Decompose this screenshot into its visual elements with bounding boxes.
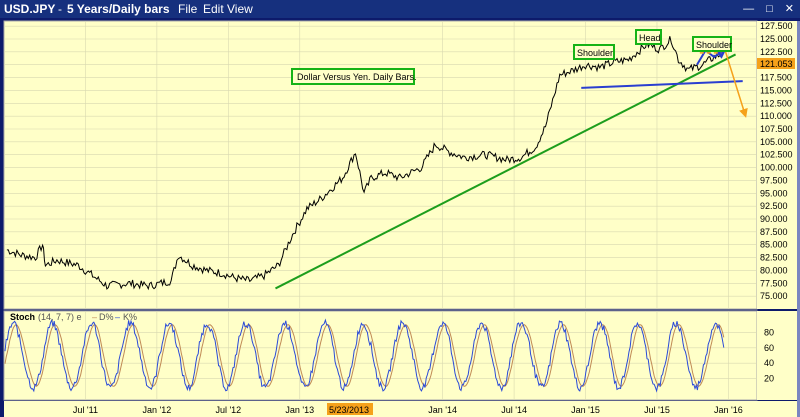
stoch-k-dash: – (115, 312, 120, 322)
time-tick-label: Jul '12 (215, 405, 241, 415)
price-tick-label: 87.500 (760, 227, 788, 237)
time-tick-label: Jan '13 (285, 405, 314, 415)
time-tick-label: Jul '15 (644, 405, 670, 415)
stoch-d-dash: – (92, 312, 97, 322)
price-tick-label: 110.000 (760, 111, 792, 121)
stoch-level-label: 60 (764, 343, 774, 353)
time-tick-labels: Jul '11 Jan '12 Jul '12 Jan '13 Jan '14 Jul '… (73, 405, 743, 415)
last-price-marker: 121.053 (757, 58, 795, 69)
close-icon[interactable]: ✕ (784, 3, 794, 15)
price-tick-label: 112.500 (760, 98, 792, 108)
price-line (6, 36, 722, 291)
price-tick-label: 80.000 (760, 265, 788, 275)
price-panel (3, 20, 758, 310)
stoch-panel (3, 310, 758, 401)
time-tick-label: Jan '15 (571, 405, 600, 415)
price-tick-label: 100.000 (760, 163, 793, 173)
stoch-level-label: 80 (764, 327, 774, 337)
caption-box: Dollar Versus Yen. Daily Bars. (291, 68, 417, 85)
left-shoulder-label: Shoulder (577, 48, 613, 58)
maximize-icon[interactable]: □ (766, 3, 773, 15)
highlight-date-marker: 5/23/2013 (327, 403, 373, 415)
stoch-level-label: 20 (764, 374, 774, 384)
stoch-level-label: 40 (764, 358, 774, 368)
price-grid (4, 25, 757, 297)
price-tick-label: 75.000 (760, 291, 788, 301)
head-box: Head (635, 29, 662, 45)
price-tick-label: 102.500 (760, 150, 793, 160)
period-title: 5 Years/Daily bars (67, 2, 170, 16)
time-tick-label: Jul '11 (73, 405, 98, 415)
price-tick-label: 97.500 (760, 175, 788, 185)
price-tick-label: 82.500 (760, 253, 788, 263)
stoch-lines (4, 318, 725, 393)
menu-edit[interactable]: Edit (203, 2, 224, 16)
price-tick-label: 85.000 (760, 240, 788, 250)
price-tick-label: 95.000 (760, 188, 788, 198)
time-tick-label: Jan '14 (428, 405, 457, 415)
menu-file[interactable]: File (178, 2, 198, 16)
last-price-value: 121.053 (760, 59, 793, 69)
price-tick-label: 115.000 (760, 85, 792, 95)
time-tick-label: Jul '14 (501, 405, 527, 415)
title-bar: USD.JPY - 5 Years/Daily bars File Edit V… (0, 0, 800, 18)
price-tick-label: 92.500 (760, 201, 788, 211)
price-tick-label: 105.000 (760, 137, 793, 147)
time-tick-label: Jan '16 (714, 405, 743, 415)
time-tick-label: Jan '12 (143, 405, 172, 415)
target-projection-arrow (724, 51, 748, 118)
stoch-d-label: D% (99, 312, 114, 322)
support-trendline (275, 53, 737, 290)
price-tick-label: 125.000 (760, 34, 793, 44)
price-series (6, 36, 722, 291)
stoch-legend: Stoch (14, 7, 7) e – D% – K% (10, 312, 137, 322)
price-tick-label: 90.000 (760, 214, 788, 224)
price-tick-label: 117.500 (760, 73, 792, 83)
price-tick-label: 127.500 (760, 21, 793, 31)
head-label: Head (639, 33, 661, 43)
price-tick-label: 107.500 (760, 124, 793, 134)
left-shoulder-box: Shoulder (573, 44, 615, 60)
right-shoulder-box: Shoulder (692, 36, 732, 52)
right-shoulder-path (696, 46, 728, 66)
stoch-level-labels: 20 40 60 80 (764, 327, 774, 383)
menu-view[interactable]: View (227, 2, 253, 16)
stoch-k-line (4, 318, 725, 393)
stoch-params: (14, 7, 7) e (38, 312, 82, 322)
right-shoulder-label: Shoulder (696, 40, 732, 50)
symbol-title: USD.JPY (4, 2, 56, 16)
caption-text: Dollar Versus Yen. Daily Bars. (297, 72, 417, 82)
stoch-axis (757, 311, 797, 400)
price-tick-label: 77.500 (760, 278, 788, 288)
time-axis (4, 401, 797, 417)
neckline (581, 80, 743, 89)
stoch-k-label: K% (123, 312, 137, 322)
price-tick-label: 122.500 (760, 47, 793, 57)
minimize-icon[interactable]: — (743, 3, 755, 15)
title-separator: - (58, 2, 62, 16)
vertical-scrollbar[interactable] (797, 21, 800, 417)
stoch-label: Stoch (10, 312, 35, 322)
highlight-date: 5/23/2013 (329, 405, 369, 415)
